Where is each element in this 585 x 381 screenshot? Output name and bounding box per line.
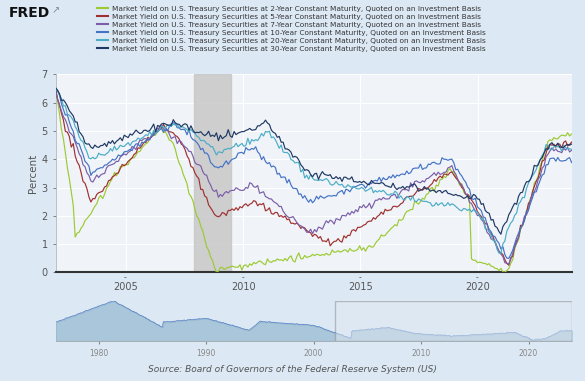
Text: 2020: 2020 [465, 282, 490, 292]
Legend: Market Yield on U.S. Treasury Securities at 2-Year Constant Maturity, Quoted on : Market Yield on U.S. Treasury Securities… [97, 6, 486, 52]
Text: 2010: 2010 [231, 282, 256, 292]
Y-axis label: Percent: Percent [27, 154, 37, 193]
Bar [194, 74, 232, 272]
Text: FRED: FRED [9, 6, 50, 20]
Text: Source: Board of Governors of the Federal Reserve System (US): Source: Board of Governors of the Federa… [148, 365, 437, 374]
Text: 2015: 2015 [348, 282, 373, 292]
Bar [46, 74, 54, 272]
Text: 2005: 2005 [113, 282, 138, 292]
Text: ↗: ↗ [51, 6, 60, 16]
Bar [335, 301, 572, 341]
